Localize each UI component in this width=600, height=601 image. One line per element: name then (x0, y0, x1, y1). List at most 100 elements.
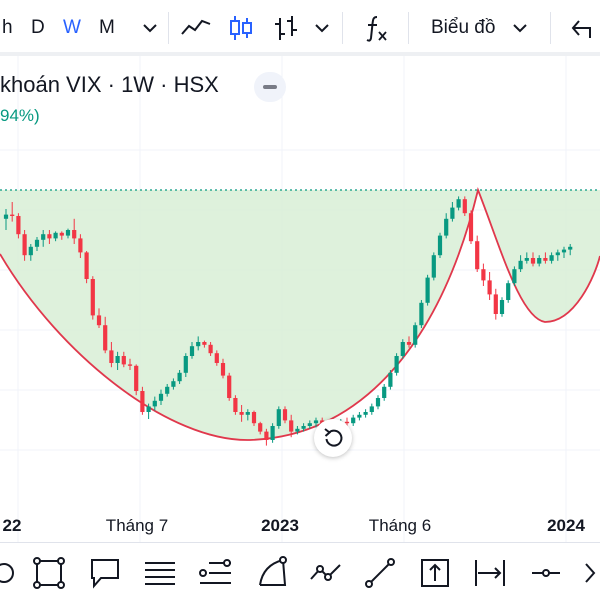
more-icon[interactable] (578, 555, 600, 591)
candle-down (543, 252, 548, 264)
candle-body (295, 428, 300, 432)
rectangle-icon[interactable] (31, 555, 67, 591)
candle-body (227, 375, 232, 398)
candle-up (41, 230, 46, 247)
candle-down (468, 210, 474, 244)
chart-pane[interactable] (0, 56, 600, 542)
candle-up (177, 370, 182, 384)
candle-up (301, 423, 306, 432)
candle-up (568, 244, 573, 256)
legend-collapse-button[interactable] (254, 72, 286, 102)
candle-down (258, 421, 263, 435)
indicators-fx-icon[interactable] (360, 12, 392, 44)
candle-body (53, 232, 58, 239)
chevron-down-icon[interactable] (134, 12, 166, 44)
minus-icon (263, 85, 277, 89)
time-label: 2024 (547, 516, 585, 535)
candle-body (518, 260, 523, 270)
candle-body (28, 246, 33, 256)
date-range-icon[interactable] (472, 555, 508, 591)
candle-up (512, 266, 517, 286)
callout-icon[interactable] (87, 555, 123, 591)
candle-body (3, 214, 9, 219)
candle-body (468, 213, 474, 242)
candle-up (307, 420, 312, 429)
candle-body (537, 258, 542, 264)
candle-body (78, 238, 83, 253)
forecast-icon[interactable] (417, 555, 453, 591)
parallel-channel-icon[interactable] (142, 555, 178, 591)
candle-body (10, 214, 15, 216)
candle-down (109, 342, 114, 368)
interval-h[interactable]: h (2, 17, 13, 38)
candle-body (16, 216, 21, 235)
candle-body (264, 431, 269, 440)
candle-body (351, 417, 356, 424)
chevron-down-icon[interactable] (504, 12, 536, 44)
candle-body (313, 420, 319, 424)
interval-m[interactable]: M (99, 17, 115, 38)
interval-w[interactable]: W (63, 17, 81, 38)
candle-down (208, 342, 213, 356)
candlestick-icon[interactable] (225, 12, 257, 44)
price-chart[interactable] (0, 56, 600, 542)
path-icon[interactable] (308, 555, 344, 591)
candle-up (158, 389, 164, 405)
fib-retracement-icon[interactable] (197, 555, 233, 591)
cup-pattern-fill (0, 190, 600, 441)
undo-icon[interactable] (566, 12, 598, 44)
time-label: Tháng 7 (105, 516, 169, 535)
time-axis[interactable]: 22 Tháng 7 2023 Tháng 6 2024 (0, 508, 600, 542)
candle-up (431, 252, 436, 281)
candle-body (456, 199, 461, 208)
candle-body (487, 280, 492, 295)
horizontal-ray-icon[interactable] (528, 555, 564, 591)
candle-down (84, 251, 89, 284)
candle-up (537, 255, 542, 267)
candle-up (276, 406, 281, 429)
candle-down (227, 372, 232, 401)
candle-down (493, 288, 498, 320)
trend-line-icon[interactable] (362, 555, 398, 591)
candle-body (140, 391, 145, 412)
candle-body (152, 400, 157, 407)
candle-down (251, 410, 257, 426)
bar-chart-icon[interactable] (270, 12, 302, 44)
candle-up (351, 414, 356, 426)
candle-body (425, 277, 430, 303)
candle-up (388, 370, 393, 390)
toolbar-divider (408, 12, 409, 44)
interval-d[interactable]: D (31, 17, 45, 38)
line-chart-icon[interactable] (180, 12, 212, 44)
candle-down (462, 196, 467, 216)
candle-up (3, 209, 9, 230)
lasso-icon[interactable] (0, 555, 22, 591)
candle-down (59, 231, 64, 240)
candle-body (450, 207, 455, 219)
candle-body (431, 255, 436, 278)
candle-body (41, 234, 46, 240)
candle-body (103, 325, 108, 351)
candle-body (158, 393, 164, 401)
candle-body (512, 269, 517, 284)
candle-body (177, 372, 182, 382)
chevron-down-icon[interactable] (306, 12, 338, 44)
chart-type-menu[interactable]: Biểu đồ (431, 17, 496, 38)
candle-body (96, 315, 102, 326)
candle-body (146, 406, 151, 412)
candle-down (289, 414, 294, 438)
time-label: 2023 (261, 516, 299, 535)
candle-up (171, 378, 176, 390)
candle-down (220, 358, 226, 379)
candle-body (524, 258, 529, 261)
candle-body (400, 342, 405, 356)
candle-up (394, 353, 399, 376)
toolbar-separator (0, 52, 600, 56)
candle-down (487, 272, 492, 300)
arc-icon[interactable] (255, 555, 291, 591)
candle-down (202, 340, 207, 348)
candle-up (53, 231, 58, 242)
candle-body (382, 386, 387, 398)
candle-up (400, 339, 405, 359)
reset-chart-button[interactable] (314, 419, 352, 457)
